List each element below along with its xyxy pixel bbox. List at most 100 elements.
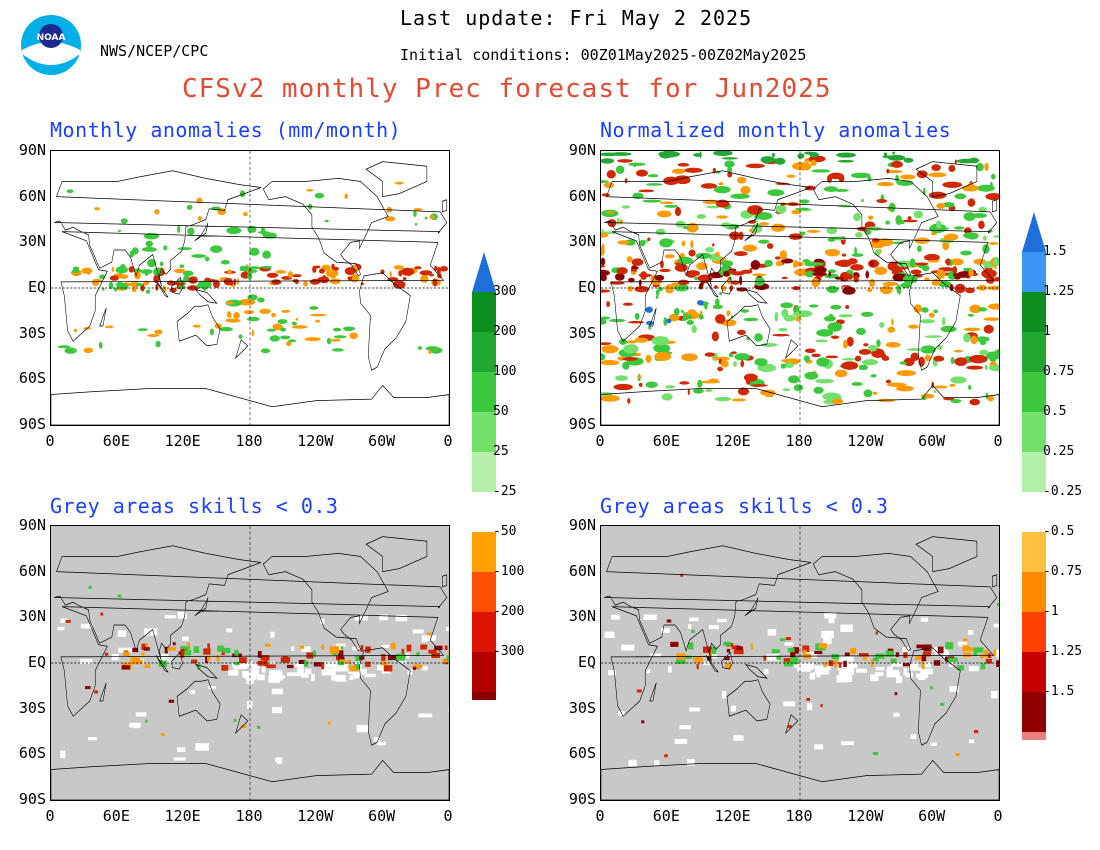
skill-area [821, 630, 834, 638]
anomaly-cell [687, 388, 690, 396]
colorbar-swatch [472, 532, 496, 572]
anomaly-cell [130, 657, 140, 665]
anomaly-cell [674, 206, 682, 217]
anomaly-cell [158, 660, 167, 667]
anomaly-cell [406, 644, 412, 652]
anomaly-cell [670, 641, 679, 647]
skill-area [301, 672, 309, 678]
anomaly-cell [846, 336, 854, 347]
anomaly-cell [706, 205, 720, 209]
anomaly-cell [828, 313, 834, 322]
anomaly-cell [721, 285, 726, 292]
lon-tick-label: 120W [297, 807, 334, 825]
anomaly-cell [853, 275, 859, 283]
anomaly-cell [229, 281, 234, 286]
colorbar-swatch [1022, 252, 1046, 292]
skill-area [422, 635, 436, 641]
anomaly-cell [615, 165, 625, 174]
anomaly-cell [349, 274, 360, 283]
anomaly-cell [882, 281, 898, 287]
anomaly-cell [814, 650, 823, 655]
anomaly-cell [822, 392, 841, 401]
anomaly-cell [143, 647, 150, 651]
anomaly-cell [601, 353, 606, 361]
anomaly-cell [968, 354, 988, 364]
anomaly-cell [109, 275, 119, 281]
skill-area [621, 644, 635, 651]
anomaly-cell [601, 289, 611, 293]
anomaly-cell [885, 220, 890, 225]
skill-area [325, 661, 339, 668]
lon-tick-label: 0 [443, 432, 453, 450]
anomaly-cell [226, 226, 242, 235]
anomaly-cell [174, 268, 186, 274]
anomaly-cell [717, 366, 724, 372]
anomaly-cell [609, 281, 625, 285]
lon-tick-label: 60E [652, 807, 680, 825]
anomaly-cell [837, 159, 854, 163]
lon-tick-label: 0 [443, 807, 453, 825]
anomaly-cell [696, 214, 707, 219]
anomaly-cell [885, 170, 903, 174]
anomaly-cell [957, 271, 969, 278]
anomaly-cell [969, 304, 982, 314]
anomaly-cell [714, 396, 731, 402]
anomaly-cell [900, 174, 916, 180]
anomaly-cell [733, 251, 748, 257]
anomaly-cell [226, 312, 232, 318]
anomaly-cell [885, 342, 901, 348]
anomaly-cell [910, 269, 922, 275]
skill-area [364, 673, 376, 678]
anomaly-cell [841, 361, 859, 370]
anomaly-cell [841, 253, 847, 257]
anomaly-cell [966, 365, 984, 370]
anomaly-cell [748, 220, 757, 224]
anomaly-cell [333, 280, 337, 284]
anomaly-cell [705, 389, 713, 392]
anomaly-cell [394, 181, 404, 185]
anomaly-cell [775, 182, 790, 186]
anomaly-cell [888, 202, 896, 213]
anomaly-cell [192, 324, 201, 328]
anomaly-cell [774, 311, 779, 322]
skill-area [763, 668, 769, 675]
anomaly-cell [890, 658, 897, 664]
anomaly-cell [340, 646, 344, 650]
skill-area [991, 691, 998, 699]
anomaly-cell [806, 229, 821, 233]
anomaly-cell [680, 309, 684, 314]
anomaly-cell [601, 158, 615, 164]
anomaly-cell [225, 301, 235, 305]
skill-area [887, 666, 893, 672]
anomaly-cell [705, 246, 715, 253]
anomaly-cell [853, 212, 862, 222]
skill-area [916, 667, 922, 671]
skill-area [722, 691, 727, 699]
anomaly-cell [205, 656, 209, 664]
anomaly-cell [608, 318, 626, 323]
skill-area [814, 744, 824, 750]
colorbar-swatch [472, 332, 496, 372]
anomaly-cell [879, 322, 885, 328]
anomaly-cell [917, 245, 922, 253]
anomaly-cell [979, 339, 987, 346]
anomaly-cell [955, 753, 960, 757]
anomaly-cell [696, 663, 699, 670]
panel-title-normalized: Normalized monthly anomalies [600, 118, 952, 142]
anomaly-cell [121, 665, 131, 670]
lat-tick-label: 60S [568, 744, 596, 763]
skill-area [331, 675, 337, 681]
anomaly-cell [994, 349, 999, 358]
anomaly-cell [936, 202, 946, 210]
anomaly-cell [207, 643, 210, 649]
anomaly-cell [631, 266, 639, 270]
skill-area [870, 674, 879, 682]
anomaly-cell [193, 646, 200, 653]
anomaly-cell [936, 269, 946, 279]
anomaly-cell [978, 307, 988, 312]
lon-tick-label: 60E [102, 807, 130, 825]
anomaly-cell [813, 386, 824, 394]
anomaly-cell [899, 220, 905, 225]
anomaly-cell [915, 655, 924, 661]
anomaly-cell [992, 256, 999, 266]
